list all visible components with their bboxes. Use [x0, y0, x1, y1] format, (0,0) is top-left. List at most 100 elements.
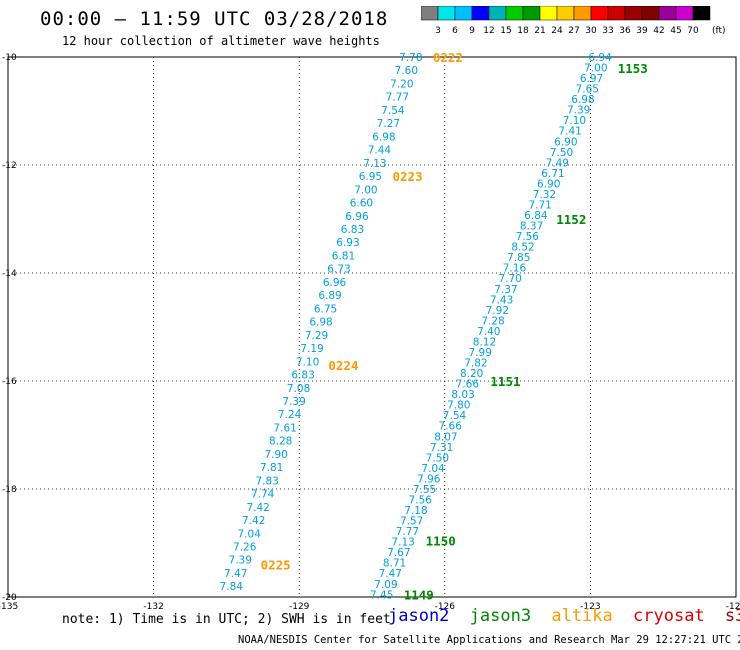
swh-value-label: 6.98	[372, 131, 395, 143]
swh-value-label: 6.96	[345, 211, 369, 223]
colorbar-label: 42	[653, 26, 664, 36]
swh-value-label: 6.60	[350, 198, 373, 210]
colorbar-label: 36	[619, 26, 631, 36]
colorbar-label: 6	[452, 26, 458, 36]
swh-value-label: 7.85	[507, 252, 530, 264]
swh-value-label: 7.56	[409, 494, 433, 506]
swh-value-label: 6.75	[314, 303, 337, 315]
swh-value-label: 6.97	[580, 73, 603, 85]
swh-value-label: 7.13	[391, 537, 414, 549]
swh-value-label: 6.95	[359, 171, 382, 183]
swh-value-label: 8.28	[269, 436, 292, 448]
swh-value-label: 7.10	[296, 356, 319, 368]
x-tick-label: -120	[726, 602, 740, 612]
swh-value-label: 7.66	[456, 379, 480, 391]
pass-time-label: 0225	[261, 558, 291, 573]
swh-value-label: 6.98	[571, 94, 594, 106]
swh-value-label: 7.92	[486, 305, 509, 317]
swh-value-label: 7.54	[443, 410, 467, 422]
y-tick-label: -20	[2, 593, 17, 603]
swh-value-label: 7.47	[224, 568, 247, 580]
swh-value-label: 7.82	[464, 358, 487, 370]
swh-value-label: 7.74	[251, 489, 275, 501]
swh-value-label: 7.49	[546, 157, 569, 169]
swh-value-label: 7.29	[305, 330, 328, 342]
swh-value-label: 6.96	[323, 277, 347, 289]
swh-value-label: 8.20	[460, 368, 483, 380]
swh-value-label: 7.10	[563, 115, 586, 127]
swh-value-label: 7.78	[399, 52, 422, 64]
swh-value-label: 8.12	[473, 336, 496, 348]
swh-value-label: 8.37	[520, 221, 543, 233]
pass-time-label: 1151	[490, 374, 520, 389]
swh-value-label: 7.16	[503, 263, 527, 275]
colorbar-label: 39	[636, 26, 648, 36]
swh-value-label: 7.19	[300, 343, 323, 355]
swh-value-label: 7.90	[264, 449, 287, 461]
swh-value-label: 7.04	[238, 528, 262, 540]
x-tick-label: -129	[289, 602, 310, 612]
swh-value-label: 6.84	[524, 210, 548, 222]
x-tick-label: -132	[143, 602, 163, 612]
colorbar-label: 33	[602, 26, 613, 36]
swh-value-label: 6.83	[291, 370, 314, 382]
swh-value-label: 7.60	[395, 65, 418, 77]
mission-altika: altika	[551, 606, 613, 626]
swh-value-label: 7.40	[477, 326, 500, 338]
swh-value-label: 6.94	[588, 52, 612, 64]
swh-value-label: 6.90	[537, 178, 560, 190]
swh-value-label: 7.42	[242, 515, 265, 527]
mission-s3a: s3a	[724, 606, 740, 626]
swh-value-label: 7.80	[447, 400, 470, 412]
pass-time-label: 1152	[556, 212, 586, 227]
swh-value-label: 7.77	[396, 526, 419, 538]
colorbar-label: 27	[568, 26, 579, 36]
swh-value-label: 7.18	[404, 505, 427, 517]
plot-frame	[7, 56, 737, 598]
x-tick-label: -126	[435, 602, 456, 612]
swh-value-label: 7.00	[354, 184, 377, 196]
swh-value-label: 7.57	[400, 516, 423, 528]
swh-value-label: 7.56	[516, 231, 540, 243]
swh-value-label: 7.81	[260, 462, 283, 474]
swh-value-label: 7.99	[469, 347, 492, 359]
swh-value-label: 7.70	[498, 273, 521, 285]
colorbar-label: 12	[483, 26, 494, 36]
swh-value-label: 6.90	[554, 136, 577, 148]
swh-value-label: 7.00	[584, 63, 607, 75]
swh-value-label: 7.43	[490, 294, 513, 306]
colorbar-label: 18	[517, 26, 529, 36]
chart-subtitle: 12 hour collection of altimeter wave hei…	[62, 34, 380, 48]
colorbar-label: 3	[435, 26, 441, 36]
pass-time-label: 1149	[404, 587, 434, 602]
mission-cryosat: cryosat	[633, 606, 705, 626]
mission-jason3: jason3	[469, 606, 532, 626]
colorbar-legend: 3 6 9 12 15 18 21 24 27 30 33 36 39 42 45 70 (ft)	[421, 6, 726, 36]
mission-jason2: jason2	[388, 606, 450, 626]
swh-value-label: 7.55	[413, 484, 436, 496]
y-tick-label: -12	[2, 161, 17, 171]
credit-line: NOAA/NESDIS Center for Satellite Applica…	[238, 634, 740, 646]
swh-value-label: 8.71	[383, 558, 406, 570]
mission-legend: jason2 jason3 altika cryosat s3a	[388, 606, 740, 626]
swh-value-label: 7.37	[494, 284, 517, 296]
swh-value-label: 7.39	[229, 555, 252, 567]
swh-value-label: 7.13	[363, 158, 386, 170]
swh-value-label: 8.03	[451, 389, 474, 401]
swh-value-label: 7.39	[567, 105, 590, 117]
swh-value-label: 8.07	[434, 431, 457, 443]
pass-time-label: 0223	[393, 169, 423, 184]
swh-value-label: 7.27	[377, 118, 400, 130]
swh-value-label: 7.26	[233, 542, 257, 554]
swh-value-label: 6.71	[541, 168, 564, 180]
swh-value-label: 6.98	[309, 317, 332, 329]
colorbar-label: 21	[534, 26, 545, 36]
pass-time-label: 0224	[328, 358, 358, 373]
swh-value-label: 7.42	[246, 502, 269, 514]
x-tick-label: -135	[0, 602, 18, 612]
swh-value-label: 7.32	[533, 189, 556, 201]
swh-value-label: 8.52	[511, 242, 534, 254]
colorbar-label: 24	[551, 26, 563, 36]
y-tick-label: -18	[2, 485, 17, 495]
